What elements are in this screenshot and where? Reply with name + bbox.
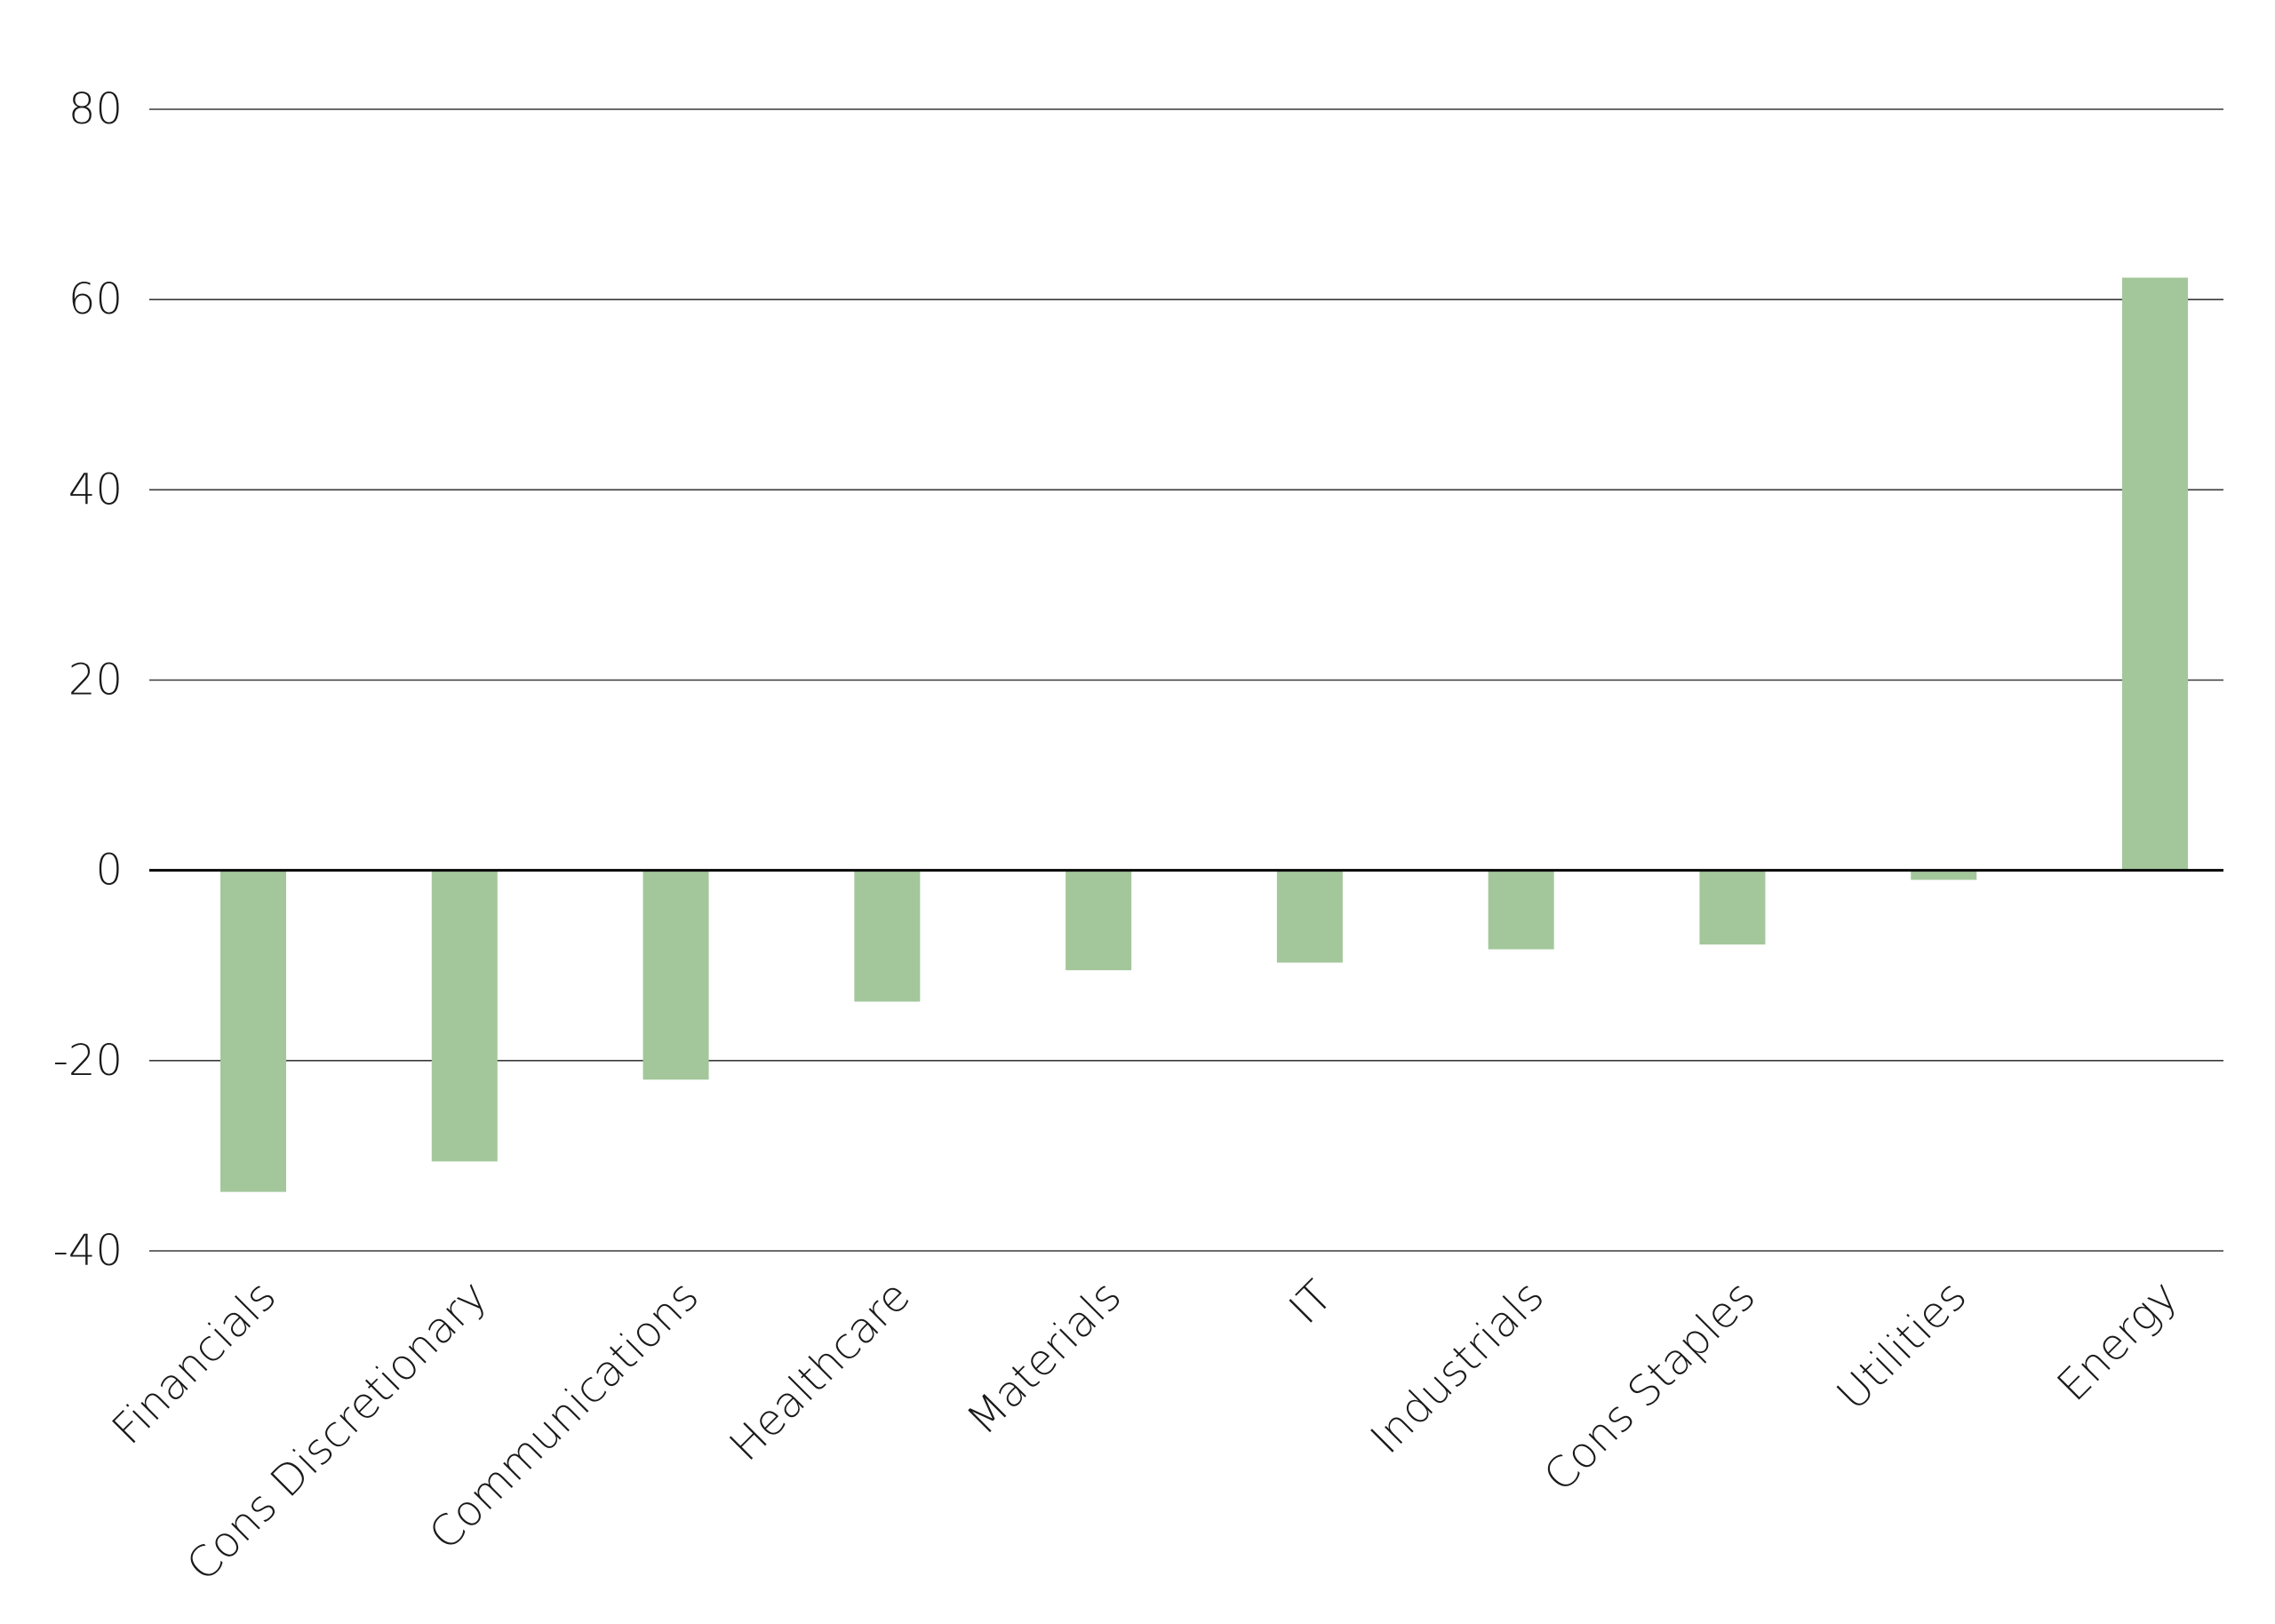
y-tick-label: 60 — [68, 275, 123, 324]
y-tick-label: 80 — [68, 84, 123, 134]
x-category-label: Materials — [957, 1271, 1130, 1445]
bar — [854, 870, 921, 1002]
x-category-label: Healthcare — [720, 1271, 920, 1471]
bar — [1488, 870, 1554, 950]
bar — [431, 870, 498, 1162]
y-tick-label: 40 — [68, 465, 123, 514]
bar — [220, 870, 286, 1192]
bars — [220, 277, 2188, 1192]
bar — [1699, 870, 1766, 945]
y-tick-label: 0 — [95, 846, 123, 896]
bar — [1911, 870, 1977, 880]
y-tick-label: -20 — [53, 1036, 123, 1086]
x-category-label: Cons Staples — [1535, 1271, 1765, 1501]
x-category-label: Industrials — [1361, 1271, 1553, 1463]
y-tick-label: 20 — [68, 656, 123, 705]
x-category-label: IT — [1280, 1271, 1342, 1333]
bar — [2122, 277, 2188, 871]
x-category-label: Financials — [103, 1271, 286, 1454]
y-tick-label: -40 — [53, 1226, 123, 1276]
bar — [1066, 870, 1132, 971]
x-category-label: Energy — [2048, 1271, 2187, 1411]
bar — [643, 870, 709, 1080]
x-category-label: Utilities — [1827, 1271, 1976, 1420]
y-axis-ticks: 80 60 40 20 0 -20 -40 — [53, 84, 123, 1276]
bar — [1276, 870, 1343, 963]
